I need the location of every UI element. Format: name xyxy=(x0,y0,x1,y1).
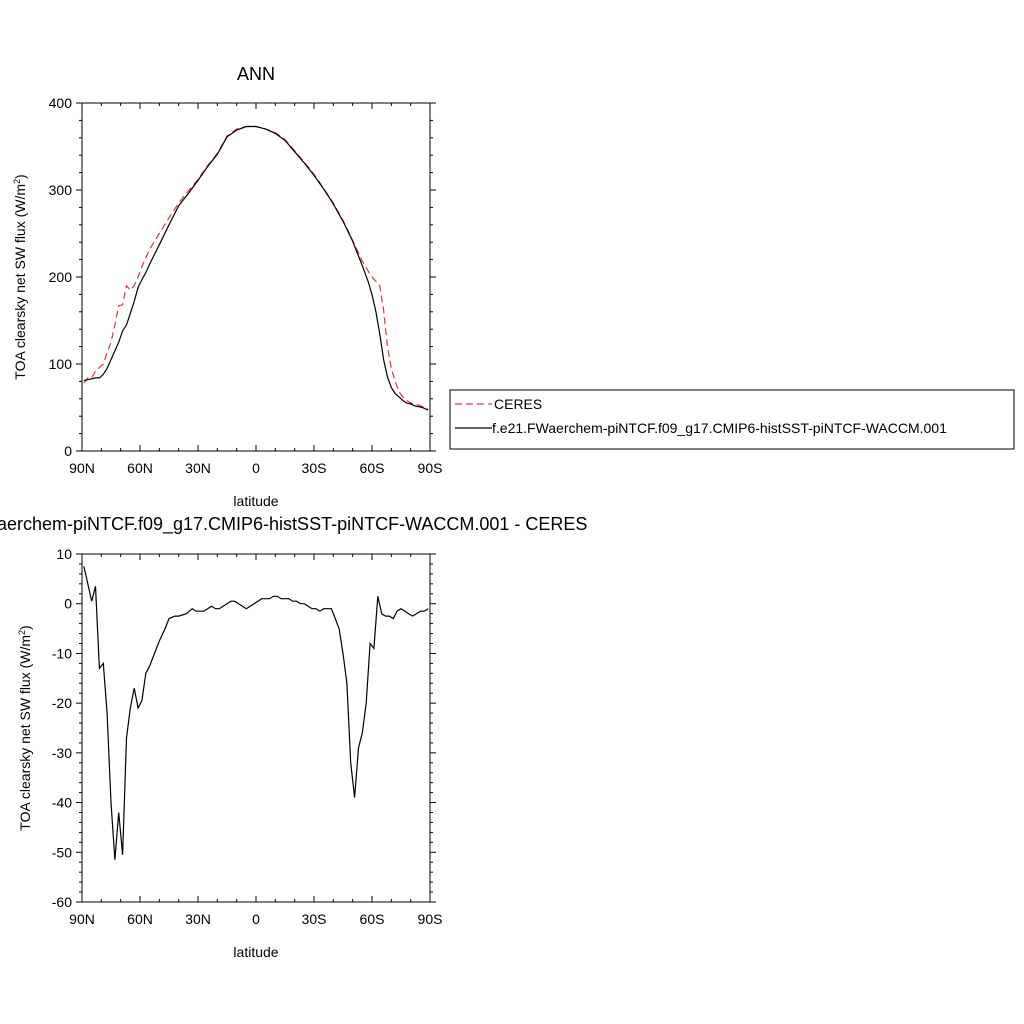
top-panel-xtick-label: 90N xyxy=(69,460,95,476)
bottom-panel-xtick-label: 90S xyxy=(418,911,443,927)
top-panel-lines xyxy=(83,125,429,411)
bottom-panel-xtick-label: 90N xyxy=(69,911,95,927)
bottom-panel-series-model-line xyxy=(83,566,429,860)
top-panel-xtick-label: 30S xyxy=(302,460,327,476)
top-panel-ytick-label: 0 xyxy=(64,443,72,459)
bottom-panel-ytick-label: -30 xyxy=(52,745,72,761)
bottom-panel-ytick-label: 10 xyxy=(56,546,72,562)
bottom-panel-ytick-label: -40 xyxy=(52,795,72,811)
top-panel-ytick-label: 400 xyxy=(49,95,73,111)
top-panel-xlabel: latitude xyxy=(233,493,278,509)
top-panel-frame xyxy=(81,102,431,452)
top-panel-ytick-label: 300 xyxy=(49,182,73,198)
bottom-panel-ytick-label: 0 xyxy=(64,596,72,612)
bottom-panel-xtick-label: 60N xyxy=(127,911,153,927)
top-panel-ylabel: TOA clearsky net SW flux (W/m2) xyxy=(12,174,28,379)
bottom-panel-ytick-label: -50 xyxy=(52,844,72,860)
top-panel-xtick-label: 60S xyxy=(360,460,385,476)
bottom-panel-xtick-label: 60S xyxy=(360,911,385,927)
top-panel-series-ceres-line xyxy=(83,125,429,410)
bottom-panel-ytick-label: -10 xyxy=(52,645,72,661)
top-panel-xtick-label: 60N xyxy=(127,460,153,476)
legend-label-ceres: CERES xyxy=(494,396,542,412)
bottom-panel-frame xyxy=(81,553,431,903)
bottom-panel-ticks: 90N 60N 30N 0 30S 60S 90S -60 -50 -40 -30 -20 -10 0 10 xyxy=(52,546,443,927)
top-panel-ticks: 90N 60N 30N 0 30S 60S 90S 0 100 200 300 400 xyxy=(49,95,443,476)
top-panel-ylabel-end: ) xyxy=(12,174,28,179)
top-panel-xtick-label: 30N xyxy=(185,460,211,476)
top-panel-title: ANN xyxy=(237,64,275,84)
bottom-panel-lines xyxy=(83,566,429,860)
bottom-panel-xtick-label: 30N xyxy=(185,911,211,927)
bottom-panel-xtick-label: 30S xyxy=(302,911,327,927)
bottom-panel-ytick-label: -20 xyxy=(52,695,72,711)
legend-label-model: f.e21.FWaerchem-piNTCF.f09_g17.CMIP6-his… xyxy=(492,420,947,436)
legend: CERES f.e21.FWaerchem-piNTCF.f09_g17.CMI… xyxy=(449,389,1015,450)
top-panel-ytick-label: 200 xyxy=(49,269,73,285)
top-panel-ytick-label: 100 xyxy=(49,356,73,372)
bottom-panel-ytick-label: -60 xyxy=(52,894,72,910)
bottom-panel-ylabel-end: ) xyxy=(17,625,33,630)
top-panel-xtick-label: 0 xyxy=(252,460,260,476)
bottom-panel-title: f.e21.FWaerchem-piNTCF.f09_g17.CMIP6-his… xyxy=(0,514,587,535)
top-panel: ANN 90N 60N 30N 0 30S 60S 90S 0 100 200 300 400 lat… xyxy=(12,64,442,509)
top-panel-ylabel-sup: 2 xyxy=(12,179,22,184)
bottom-panel-ylabel-main: TOA clearsky net SW flux (W/m xyxy=(17,635,33,831)
bottom-panel-ylabel-sup: 2 xyxy=(17,630,27,635)
top-panel-ylabel-main: TOA clearsky net SW flux (W/m xyxy=(12,184,28,380)
bottom-panel-xtick-label: 0 xyxy=(252,911,260,927)
legend-box xyxy=(449,389,1015,450)
top-panel-xtick-label: 90S xyxy=(418,460,443,476)
top-panel-series-model-line xyxy=(83,125,429,411)
bottom-panel: f.e21.FWaerchem-piNTCF.f09_g17.CMIP6-his… xyxy=(0,514,587,960)
bottom-panel-xlabel: latitude xyxy=(233,944,278,960)
bottom-panel-ylabel: TOA clearsky net SW flux (W/m2) xyxy=(17,625,33,830)
